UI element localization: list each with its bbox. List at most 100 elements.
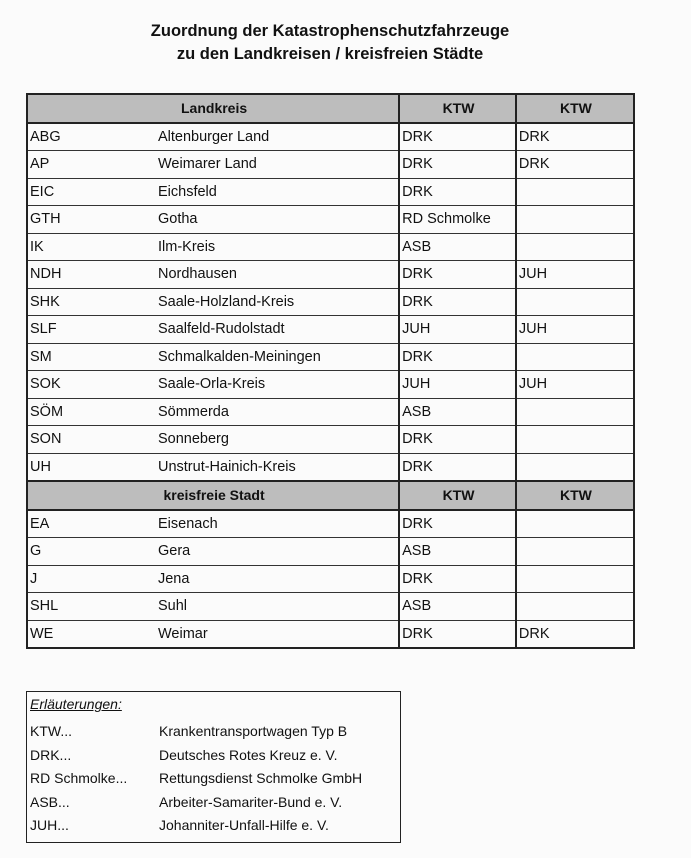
district-name: Saalfeld-Rudolstadt [155, 315, 400, 344]
district-name: Weimar [155, 619, 400, 649]
district-name: Eichsfeld [155, 177, 400, 206]
ktw-1-provider: DRK [398, 564, 516, 593]
district-code: J [27, 564, 156, 593]
district-name: Schmalkalden-Meiningen [155, 342, 400, 371]
legend-abbreviation: RD Schmolke... [30, 770, 128, 786]
ktw-column-header: KTW [514, 480, 634, 511]
district-code: NDH [27, 260, 156, 289]
ktw-1-provider: ASB [398, 537, 516, 566]
ktw-2-provider [514, 232, 634, 261]
legend-title: Erläuterungen: [30, 696, 122, 712]
ktw-1-provider: JUH [398, 315, 516, 344]
table-row: SHL Suhl ASB [27, 592, 634, 621]
district-name: Saale-Holzland-Kreis [155, 287, 400, 316]
legend-abbreviation: DRK... [30, 746, 72, 763]
ktw-2-provider [514, 425, 634, 454]
ktw-1-provider: DRK [398, 425, 516, 454]
legend-meaning: Arbeiter-Samariter-Bund e. V. [159, 793, 343, 810]
table-row: SLF Saalfeld-Rudolstadt JUH JUH [27, 315, 634, 344]
ktw-1-provider: DRK [398, 177, 516, 206]
ktw-1-provider: ASB [398, 397, 516, 426]
district-code: SOK [27, 370, 156, 399]
legend-meaning: Krankentransportwagen Typ B [159, 723, 348, 739]
ktw-column-header: KTW [514, 93, 634, 124]
ktw-1-provider: ASB [398, 232, 516, 261]
document-title-line-2: zu den Landkreisen / kreisfreien Städte [176, 45, 484, 63]
ktw-2-provider [514, 592, 634, 621]
table-row: GTH Gotha RD Schmolke [27, 205, 634, 234]
table-row: J Jena DRK [27, 564, 634, 593]
table-row: SM Schmalkalden-Meiningen DRK [27, 342, 634, 371]
district-code: AP [27, 150, 156, 179]
ktw-2-provider: JUH [514, 370, 634, 399]
table-row: AP Weimarer Land DRK DRK [27, 150, 634, 179]
ktw-1-provider: JUH [398, 370, 516, 399]
district-code: SLF [27, 315, 156, 344]
district-name: Suhl [155, 592, 400, 621]
district-code: GTH [27, 205, 156, 234]
document-title-line-1: Zuordnung der Katastrophenschutzfahrzeug… [150, 22, 510, 40]
ktw-2-provider [514, 177, 634, 206]
district-name: Saale-Orla-Kreis [155, 370, 400, 399]
legend-abbreviation: KTW... [30, 723, 72, 739]
ktw-1-provider: DRK [398, 342, 516, 371]
ktw-1-provider: DRK [398, 260, 516, 289]
table-row: WE Weimar DRK DRK [27, 619, 634, 649]
district-code: SÖM [27, 397, 156, 426]
district-name: Unstrut-Hainich-Kreis [155, 452, 400, 482]
table-row: IK Ilm-Kreis ASB [27, 232, 634, 261]
legend-box: Erläuterungen: KTW... Krankentransportwag… [26, 691, 401, 843]
district-code: IK [27, 232, 156, 261]
legend-meaning: Rettungsdienst Schmolke GmbH [159, 770, 363, 786]
district-code: EIC [27, 177, 156, 206]
ktw-2-provider [514, 287, 634, 316]
district-name: Gera [155, 537, 400, 566]
ktw-2-provider [514, 564, 634, 593]
district-code: UH [27, 452, 156, 482]
ktw-2-provider [514, 205, 634, 234]
district-name: Weimarer Land [155, 150, 400, 179]
district-code: SM [27, 342, 156, 371]
ktw-2-provider [514, 452, 634, 482]
table-row: G Gera ASB [27, 537, 634, 566]
district-name: Altenburger Land [155, 122, 400, 151]
ktw-1-provider: DRK [398, 452, 516, 482]
section-header-row: kreisfreie Stadt KTW KTW [27, 480, 634, 511]
district-code: G [27, 537, 156, 566]
ktw-1-provider: DRK [398, 619, 516, 649]
table-row: NDH Nordhausen DRK JUH [27, 260, 634, 289]
district-name: Jena [155, 564, 400, 593]
ktw-1-provider: RD Schmolke [398, 205, 516, 234]
ktw-column-header: KTW [398, 93, 516, 124]
district-code: ABG [27, 122, 156, 151]
table-row: EIC Eichsfeld DRK [27, 177, 634, 206]
ktw-2-provider [514, 537, 634, 566]
district-code: SHK [27, 287, 156, 316]
ktw-1-provider: ASB [398, 592, 516, 621]
district-name: Nordhausen [155, 260, 400, 289]
district-code: SON [27, 425, 156, 454]
section-header-row: Landkreis KTW KTW [27, 93, 634, 124]
ktw-1-provider: DRK [398, 122, 516, 151]
legend-abbreviation: ASB... [30, 793, 70, 810]
legend-abbreviation: JUH... [30, 817, 69, 833]
ktw-2-provider [514, 509, 634, 538]
ktw-2-provider [514, 397, 634, 426]
district-code: WE [27, 619, 156, 649]
table-row: SHK Saale-Holzland-Kreis DRK [27, 287, 634, 316]
district-code: SHL [27, 592, 156, 621]
ktw-2-provider: DRK [514, 150, 634, 179]
ktw-1-provider: DRK [398, 287, 516, 316]
ktw-2-provider: JUH [514, 315, 634, 344]
legend-meaning: Deutsches Rotes Kreuz e. V. [159, 746, 338, 763]
table-row: EA Eisenach DRK [27, 509, 634, 538]
district-code: EA [27, 509, 156, 538]
district-name: Gotha [155, 205, 400, 234]
ktw-column-header: KTW [398, 480, 516, 511]
legend-meaning: Johanniter-Unfall-Hilfe e. V. [159, 817, 329, 833]
section-header-label: kreisfreie Stadt [27, 480, 400, 511]
table-row: SÖM Sömmerda ASB [27, 397, 634, 426]
section-header-label: Landkreis [27, 93, 400, 124]
table-row: SON Sonneberg DRK [27, 425, 634, 454]
ktw-2-provider: DRK [514, 619, 634, 649]
